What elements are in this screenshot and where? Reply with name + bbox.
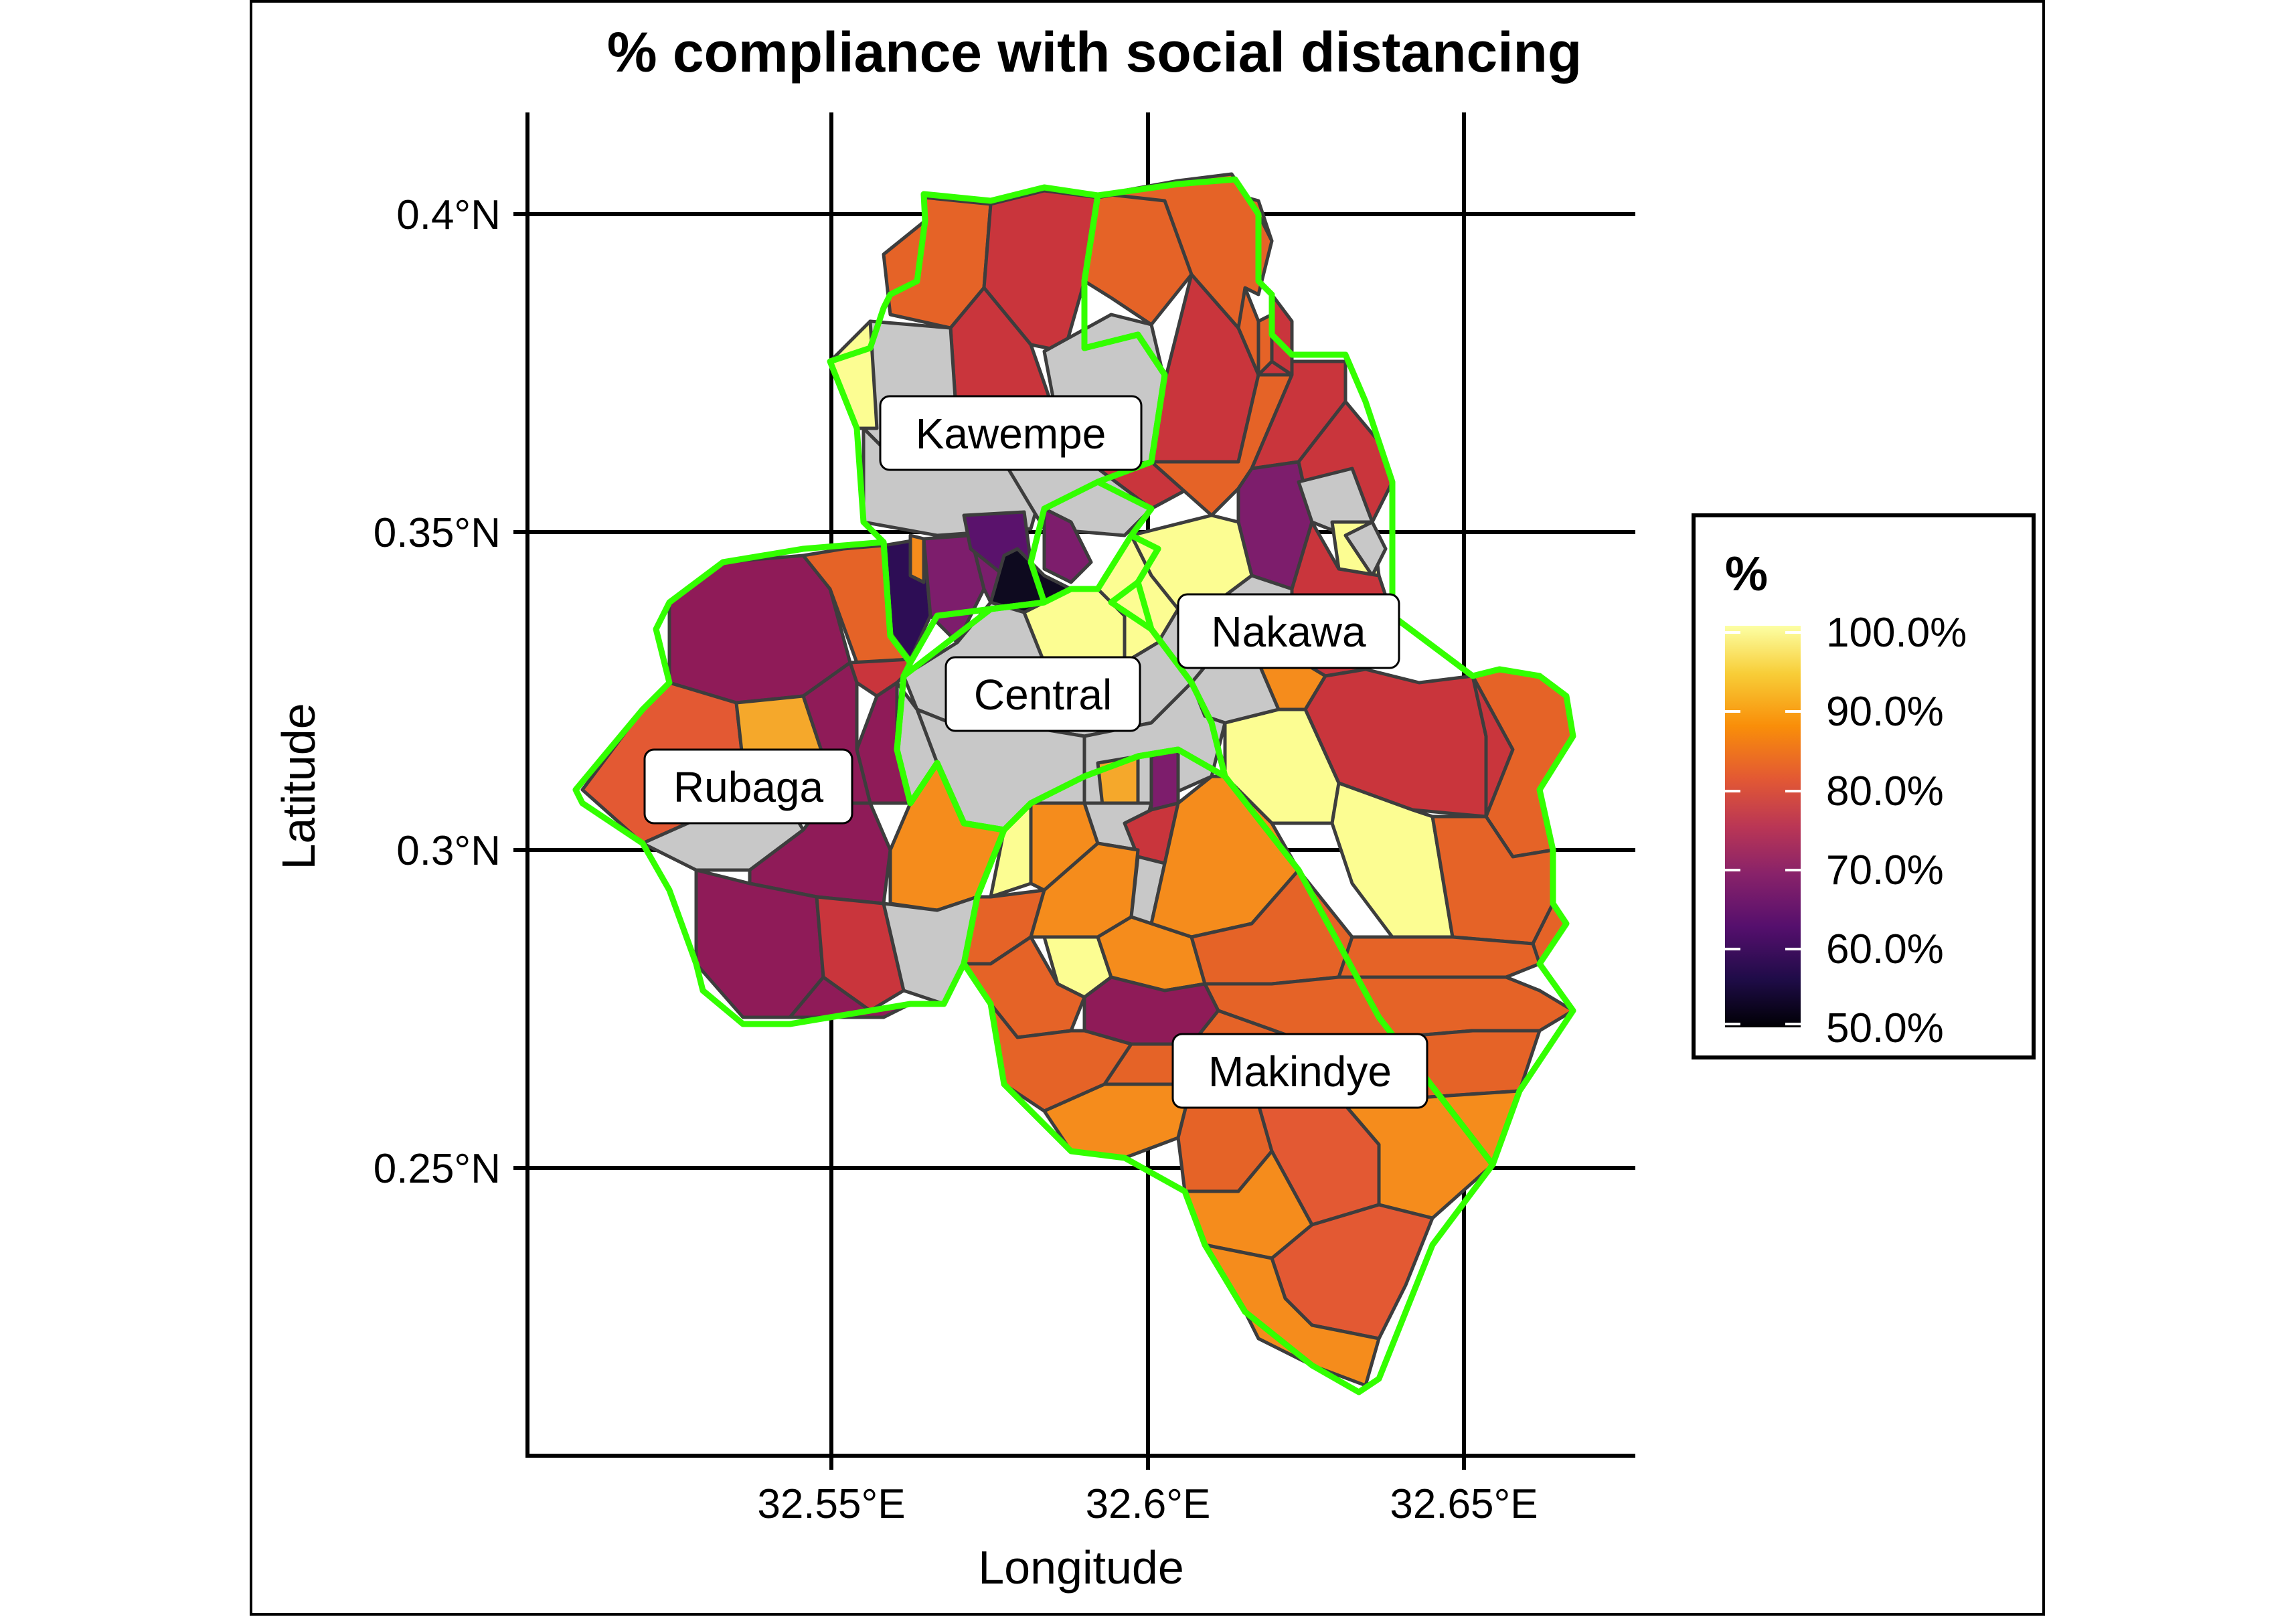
parish-region <box>1042 507 1093 584</box>
division-label-text: Makindye <box>1208 1047 1392 1096</box>
division-label-text: Rubaga <box>673 763 824 811</box>
axes <box>513 112 1635 1470</box>
legend-label: 60.0% <box>1826 926 1944 972</box>
x-axis-title: Longitude <box>978 1541 1184 1594</box>
legend-title: % <box>1725 547 1768 601</box>
label-box <box>643 748 853 825</box>
legend-label: 100.0% <box>1826 610 1967 656</box>
parish-region <box>1337 1089 1522 1220</box>
parish-region <box>1337 935 1542 979</box>
parish-region <box>1102 172 1274 330</box>
parish-region <box>1149 748 1180 812</box>
makindye-boundary <box>961 746 1496 1395</box>
division-label-text: Central <box>974 671 1112 719</box>
division-label-nakawa: Nakawa <box>1177 593 1400 669</box>
parish-region <box>1270 292 1294 377</box>
legend-label: 70.0% <box>1826 847 1944 893</box>
y-tick-label: 0.4°N <box>396 192 501 238</box>
x-tick-label: 32.55°E <box>757 1481 905 1527</box>
legend-colorbar <box>1725 626 1801 1027</box>
parish-region <box>1203 1243 1381 1387</box>
division-label-rubaga: Rubaga <box>643 748 853 825</box>
x-tick-label: 32.65°E <box>1390 1481 1538 1527</box>
division-label-kawempe: Kawempe <box>879 395 1143 471</box>
division-boundaries <box>572 176 1576 1395</box>
label-box <box>945 656 1141 732</box>
y-tick-label: 0.25°N <box>374 1146 501 1192</box>
y-tick-label: 0.35°N <box>374 510 501 556</box>
legend-label: 50.0% <box>1826 1005 1944 1051</box>
y-tick-label: 0.3°N <box>396 828 501 874</box>
nakawa-boundary <box>1081 176 1576 1168</box>
legend-label: 90.0% <box>1826 689 1944 735</box>
legend: % 100.0% 90.0% 80.0% 70.0% 60.0% 50.0% <box>1692 513 2036 1059</box>
division-label-makindye: Makindye <box>1171 1033 1428 1109</box>
parish-region <box>815 895 906 1013</box>
map-title: % compliance with social distancing <box>607 21 1582 84</box>
division-label-text: Nakawa <box>1211 608 1366 656</box>
division-label-text: Kawempe <box>916 410 1106 458</box>
legend-ticks <box>1725 631 1801 1025</box>
y-axis-title: Latitude <box>272 703 325 869</box>
label-box <box>1171 1033 1428 1109</box>
label-box <box>1177 593 1400 669</box>
division-label-central: Central <box>945 656 1141 732</box>
legend-label: 80.0% <box>1826 768 1944 815</box>
parish-region <box>1343 520 1388 578</box>
label-box <box>879 395 1143 471</box>
parish-region <box>908 533 926 584</box>
x-tick-label: 32.6°E <box>1086 1481 1211 1527</box>
